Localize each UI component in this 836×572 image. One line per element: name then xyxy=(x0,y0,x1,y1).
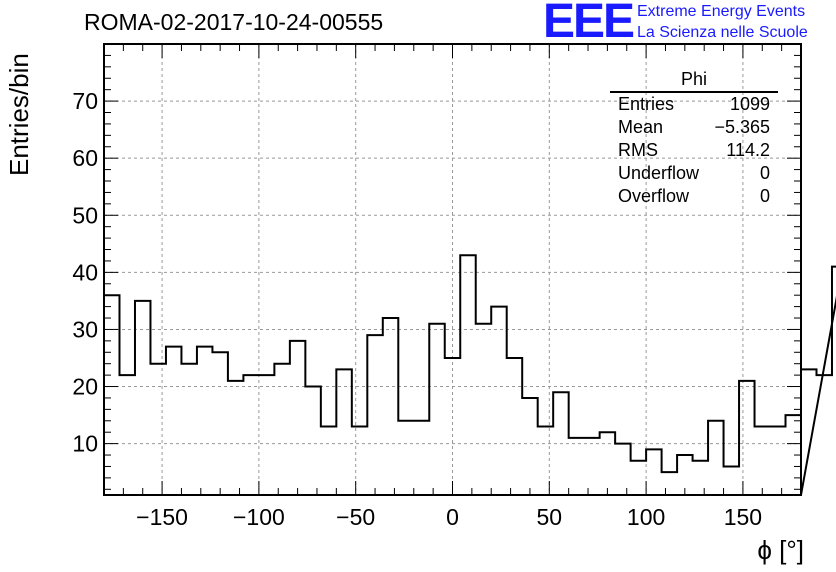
x-tick-label: 0 xyxy=(446,504,459,530)
x-tick-label: 150 xyxy=(724,504,762,530)
x-tick-label: −50 xyxy=(336,504,375,530)
y-tick-label: 70 xyxy=(72,88,98,114)
y-tick-label: 20 xyxy=(72,374,98,400)
stats-value: −5.365 xyxy=(714,117,770,137)
y-tick-label: 10 xyxy=(72,431,98,457)
stats-row: Mean −5.365 xyxy=(610,116,778,139)
x-tick-label: 50 xyxy=(537,504,563,530)
stats-row: Underflow 0 xyxy=(610,162,778,185)
y-tick-label: 60 xyxy=(72,145,98,171)
eee-logo: EEE xyxy=(543,0,635,48)
stats-value: 1099 xyxy=(729,94,770,114)
stats-box: Phi Entries 1099 Mean −5.365 RMS 114.2 Unde… xyxy=(610,68,778,208)
y-tick-label: 30 xyxy=(72,316,98,342)
stats-value: 0 xyxy=(759,186,770,206)
y-axis-label: Entries/bin xyxy=(4,53,34,176)
x-axis-label: ϕ [°] xyxy=(757,535,804,565)
stats-label: Mean xyxy=(618,117,664,137)
y-tick-label: 50 xyxy=(72,202,98,228)
stats-row: Entries 1099 xyxy=(610,93,778,116)
x-tick-label: −100 xyxy=(233,504,285,530)
stats-row: Overflow 0 xyxy=(610,185,778,208)
y-tick-label: 40 xyxy=(72,259,98,285)
x-tick-label: −150 xyxy=(136,504,188,530)
stats-label: Entries xyxy=(618,94,675,114)
stats-label: Underflow xyxy=(618,163,700,183)
logo-line-1: Extreme Energy Events xyxy=(637,3,806,20)
stats-label: Overflow xyxy=(618,186,690,206)
chart-title: ROMA-02-2017-10-24-00555 xyxy=(84,9,384,35)
stats-label: RMS xyxy=(618,140,658,160)
stats-value: 0 xyxy=(759,163,770,183)
histogram-line xyxy=(103,254,836,496)
stats-title: Phi xyxy=(610,68,778,93)
stats-value: 114.2 xyxy=(726,140,770,160)
logo-line-2: La Scienza nelle Scuole xyxy=(637,24,808,41)
stats-row: RMS 114.2 xyxy=(610,139,778,162)
x-tick-label: 100 xyxy=(627,504,665,530)
